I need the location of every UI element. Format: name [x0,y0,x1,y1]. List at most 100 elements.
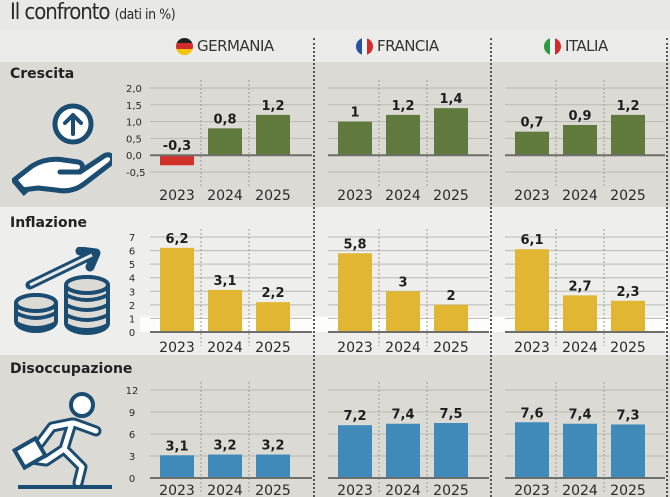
bar-italia-2023 [515,249,549,332]
y-tick-label: 0,5 [126,134,142,145]
y-tick-label: 5 [129,260,135,271]
data-label: 2,2 [261,286,284,301]
data-label: 3,2 [213,439,236,454]
y-tick-label: 1,5 [126,101,142,112]
y-tick-label: 3 [129,287,135,298]
data-label: 3,1 [165,439,188,454]
country-name: GERMANIA [197,37,274,55]
x-tick-label: 2023 [337,340,373,356]
bar-germania-2025 [256,454,290,478]
data-label: 0,9 [568,109,591,124]
bar-italia-2024 [563,423,597,478]
y-tick-label: 3 [129,452,135,463]
x-tick-label: 2024 [385,483,421,497]
france-flag-icon [356,37,373,55]
title-subtitle: (dati in %) [114,7,176,23]
data-label: 1,2 [616,99,639,114]
x-tick-label: 2025 [610,483,646,497]
bar-francia-2024 [386,114,420,156]
data-label: 0,8 [213,112,236,127]
data-label: 2 [446,289,455,304]
y-tick-label: 2,0 [126,84,142,95]
x-tick-label: 2025 [433,340,469,356]
country-name: FRANCIA [377,37,439,55]
x-tick-label: 2023 [514,340,550,356]
x-tick-label: 2024 [562,188,598,204]
bar-francia-2025 [434,304,468,332]
y-tick-label: 9 [129,408,135,419]
x-tick-label: 2024 [207,188,243,204]
x-tick-label: 2023 [159,188,195,204]
x-tick-label: 2023 [514,483,550,497]
data-label: 1,4 [439,92,462,107]
data-label: 5,8 [343,237,366,252]
y-tick-label: 6 [129,247,135,258]
x-tick-label: 2024 [207,340,243,356]
hand-growth-icon [12,103,112,196]
y-tick-label: 6 [129,430,135,441]
panel-title: Disoccupazione [10,361,133,377]
bar-germania-2023 [160,247,194,332]
y-tick-label: 0 [129,474,135,485]
x-tick-label: 2024 [562,340,598,356]
bar-italia-2025 [611,114,645,156]
data-label: 6,2 [165,232,188,247]
country-name: ITALIA [565,37,608,55]
germany-flag-icon [176,37,193,55]
bar-italia-2025 [611,424,645,478]
bar-francia-2024 [386,291,420,332]
x-tick-label: 2025 [255,483,291,497]
bar-francia-2024 [386,423,420,478]
data-label: 7,5 [439,407,462,422]
data-label: 7,6 [520,406,543,421]
data-label: 0,7 [520,116,543,131]
data-label: 7,3 [616,408,639,423]
x-tick-label: 2025 [255,340,291,356]
panel-title: Inflazione [10,215,88,231]
data-label: 2,7 [568,279,591,294]
infographic-title: Il confronto (dati in %) [10,0,176,25]
x-tick-label: 2024 [562,483,598,497]
data-label: 7,4 [568,408,591,423]
running-worker-icon [12,392,112,489]
x-tick-label: 2024 [207,483,243,497]
data-label: 1,2 [391,99,414,114]
panel-disoccupazione: Disoccupazione [0,355,670,497]
country-header-francia: FRANCIA [356,37,439,55]
bar-italia-2023 [515,131,549,156]
italy-flag-icon [544,37,561,55]
y-tick-label: 0,0 [126,151,142,162]
x-tick-label: 2023 [159,340,195,356]
country-header-italia: ITALIA [544,37,608,55]
y-tick-label: -0,5 [126,168,146,179]
bar-francia-2023 [338,121,372,156]
x-tick-label: 2025 [433,188,469,204]
column-separator [666,38,668,497]
bar-germania-2024 [208,454,242,478]
x-tick-label: 2023 [159,483,195,497]
bar-francia-2023 [338,253,372,332]
bar-germania-2023 [160,455,194,478]
y-tick-label: 4 [129,274,135,285]
x-tick-label: 2025 [610,188,646,204]
data-label: 7,4 [391,408,414,423]
x-tick-label: 2024 [385,188,421,204]
data-label: 3,2 [261,439,284,454]
bar-germania-2025 [256,302,290,332]
bar-italia-2024 [563,295,597,332]
y-tick-label: 1,0 [126,118,142,129]
data-label: 3 [398,275,407,290]
x-tick-label: 2023 [514,188,550,204]
y-tick-label: 0 [129,328,135,339]
y-tick-label: 7 [129,233,135,244]
bar-francia-2023 [338,425,372,478]
y-tick-label: 2 [129,301,135,312]
x-tick-label: 2023 [337,483,373,497]
bar-francia-2025 [434,108,468,156]
bar-italia-2025 [611,300,645,332]
x-tick-label: 2025 [255,188,291,204]
bar-francia-2025 [434,423,468,478]
data-label: 3,1 [213,274,236,289]
coins-rising-icon [14,247,110,335]
